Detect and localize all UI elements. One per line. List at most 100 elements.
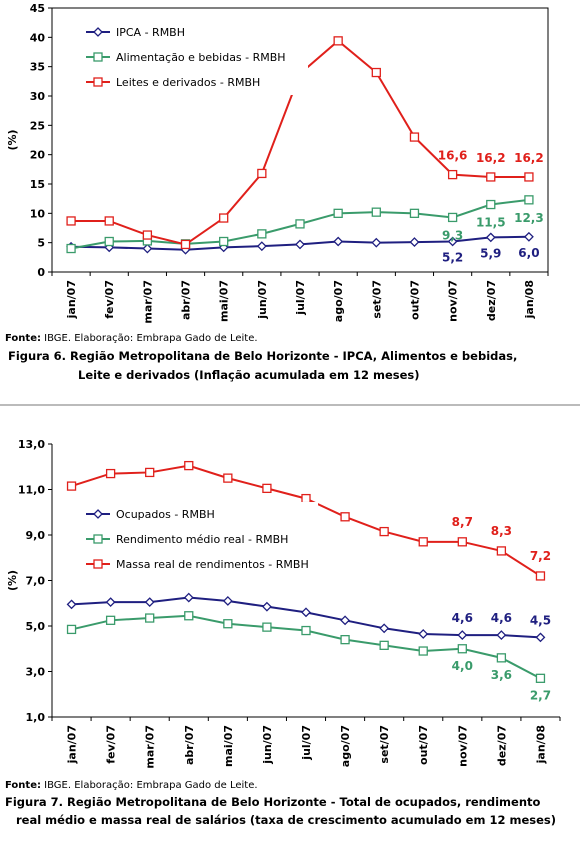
x-tick-label: fev/07 (103, 280, 116, 319)
marker (219, 213, 229, 223)
x-tick-label: nov/07 (456, 725, 469, 767)
value-label: 8,7 (452, 515, 473, 529)
marker (340, 635, 350, 645)
marker (418, 646, 428, 656)
marker (457, 537, 467, 547)
source-label: Fonte: (5, 780, 41, 791)
x-tick-label: jan/08 (534, 725, 547, 764)
value-label: 6,0 (518, 246, 539, 260)
y-axis-label: (%) (6, 570, 19, 591)
marker (301, 607, 311, 618)
value-label: 8,3 (491, 524, 512, 538)
legend-label: Rendimento médio real - RMBH (116, 533, 288, 546)
marker (142, 243, 153, 254)
marker (301, 625, 311, 636)
value-label: 4,5 (530, 613, 551, 627)
marker (447, 212, 458, 223)
y-tick-label: 40 (30, 31, 46, 44)
x-tick-label: dez/07 (495, 725, 508, 766)
x-tick-label: ago/07 (332, 280, 345, 322)
marker (262, 622, 272, 632)
legend-label: Ocupados - RMBH (116, 508, 215, 521)
marker (524, 195, 534, 205)
marker (409, 237, 420, 247)
source-text: IBGE. Elaboração: Embrapa Gado de Leite. (41, 333, 258, 344)
marker (535, 673, 546, 683)
marker (524, 172, 534, 182)
source-label: Fonte: (5, 333, 41, 344)
marker (333, 236, 344, 247)
caption: Figura 6. Região Metropolitana de Belo H… (8, 349, 517, 363)
y-tick-label: 1,0 (26, 711, 46, 724)
marker (371, 67, 381, 78)
marker (66, 599, 77, 610)
y-tick-label: 15 (30, 178, 45, 191)
marker (418, 537, 428, 547)
caption: Figura 7. Região Metropolitana de Belo H… (5, 795, 541, 809)
marker (333, 208, 343, 218)
marker (447, 236, 458, 247)
marker (93, 77, 103, 87)
x-tick-label: out/07 (417, 725, 430, 765)
source: Fonte: IBGE. Elaboração: Embrapa Gado de… (5, 780, 258, 791)
marker (262, 601, 272, 612)
marker (379, 526, 389, 537)
legend-label: Leites e derivados - RMBH (116, 76, 260, 89)
y-axis-label: (%) (6, 129, 19, 150)
marker (262, 483, 272, 494)
marker (93, 534, 103, 544)
y-tick-label: 30 (30, 90, 46, 103)
marker (145, 613, 155, 623)
marker (496, 546, 507, 556)
y-tick-label: 13,0 (18, 438, 45, 451)
marker (145, 467, 155, 478)
marker (333, 36, 343, 46)
x-tick-label: dez/07 (485, 280, 498, 321)
source-text: IBGE. Elaboração: Embrapa Gado de Leite. (41, 780, 258, 791)
value-label: 5,9 (480, 246, 501, 260)
x-tick-label: jul/07 (300, 725, 313, 761)
value-label: 11,5 (476, 216, 506, 230)
legend-label: IPCA - RMBH (116, 26, 185, 39)
x-tick-label: jan/08 (523, 280, 536, 319)
marker (340, 512, 350, 522)
marker (486, 199, 496, 210)
y-tick-label: 3,0 (26, 666, 46, 679)
marker (457, 644, 467, 654)
marker (340, 615, 350, 626)
value-label: 2,7 (530, 688, 551, 702)
legend-label: Alimentação e bebidas - RMBH (116, 51, 286, 64)
marker (93, 52, 103, 62)
x-tick-label: jun/07 (256, 280, 269, 320)
x-tick-label: out/07 (408, 280, 421, 320)
marker (93, 559, 103, 569)
marker (183, 592, 194, 603)
y-tick-label: 7,0 (26, 575, 46, 588)
value-label: 16,2 (476, 151, 506, 165)
x-tick-label: mai/07 (222, 725, 235, 767)
x-tick-label: abr/07 (183, 725, 196, 765)
x-tick-label: mar/07 (141, 280, 154, 324)
y-tick-label: 0 (37, 266, 45, 279)
y-tick-label: 45 (30, 2, 45, 15)
y-tick-label: 10 (30, 207, 46, 220)
value-label: 4,6 (452, 611, 473, 625)
marker (379, 640, 389, 650)
x-tick-label: jan/07 (65, 280, 78, 319)
value-label: 4,6 (491, 611, 512, 625)
value-label: 16,6 (438, 149, 468, 163)
legend-box (78, 502, 318, 577)
marker (256, 241, 267, 252)
marker (295, 239, 305, 250)
marker (301, 493, 311, 504)
marker (295, 219, 305, 229)
value-label: 4,0 (452, 659, 473, 673)
y-tick-label: 35 (30, 61, 45, 74)
marker (66, 624, 77, 635)
marker (66, 216, 76, 226)
marker (257, 168, 267, 179)
x-tick-label: abr/07 (180, 280, 193, 320)
x-tick-label: ago/07 (339, 725, 352, 767)
x-tick-label: set/07 (378, 725, 391, 764)
marker (447, 169, 458, 180)
